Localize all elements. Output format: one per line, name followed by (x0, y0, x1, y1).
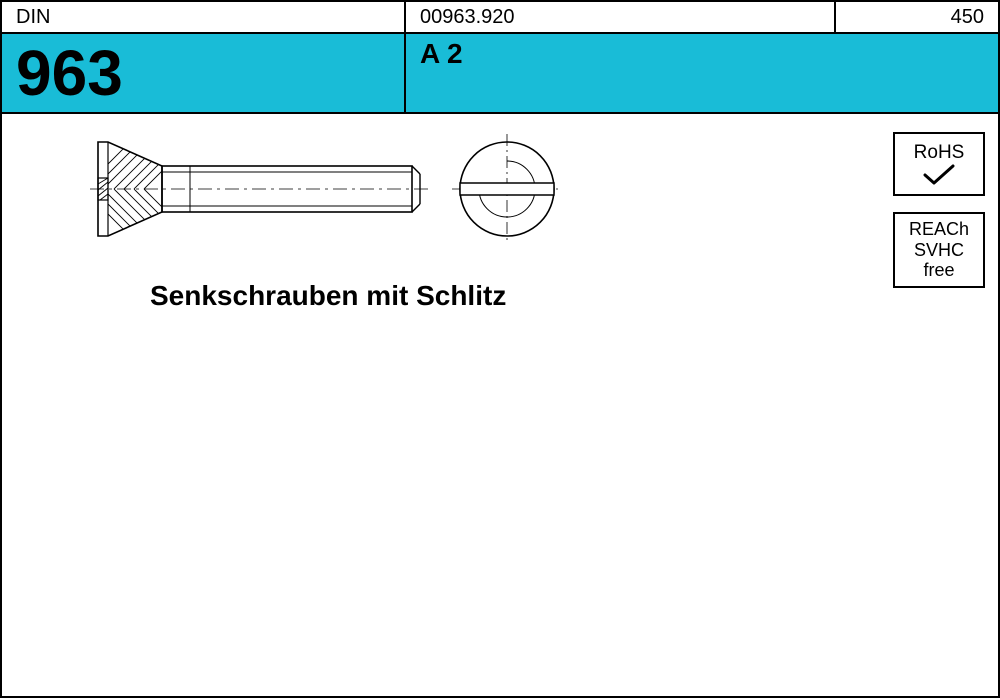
reach-line1: REACh (909, 219, 969, 240)
material-grade: A 2 (420, 38, 463, 70)
screw-front-view (452, 134, 562, 244)
body-area: Senkschrauben mit Schlitz RoHS REACh SVH… (0, 114, 1000, 698)
header-right-value: 450 (951, 6, 984, 29)
reach-line2: SVHC (914, 240, 964, 261)
reach-badge: REACh SVHC free (893, 212, 985, 288)
header-code-value: 00963.920 (420, 6, 515, 29)
header-standard-label: DIN (16, 6, 50, 29)
reach-line3: free (923, 260, 954, 281)
header-row: DIN 00963.920 450 (0, 0, 1000, 34)
header-cell-standard: DIN (0, 2, 406, 32)
rohs-label: RoHS (914, 142, 965, 164)
datasheet-page: DIN 00963.920 450 963 A 2 (0, 0, 1000, 700)
standard-number: 963 (16, 41, 123, 105)
header-cell-right: 450 (836, 2, 1000, 32)
product-caption: Senkschrauben mit Schlitz (150, 280, 506, 312)
title-cell-material: A 2 (406, 34, 1000, 112)
title-cell-number: 963 (0, 34, 406, 112)
screw-side-view (90, 134, 430, 244)
rohs-badge: RoHS (893, 132, 985, 196)
title-row: 963 A 2 (0, 34, 1000, 114)
header-cell-code: 00963.920 (406, 2, 836, 32)
checkmark-icon (922, 164, 956, 186)
